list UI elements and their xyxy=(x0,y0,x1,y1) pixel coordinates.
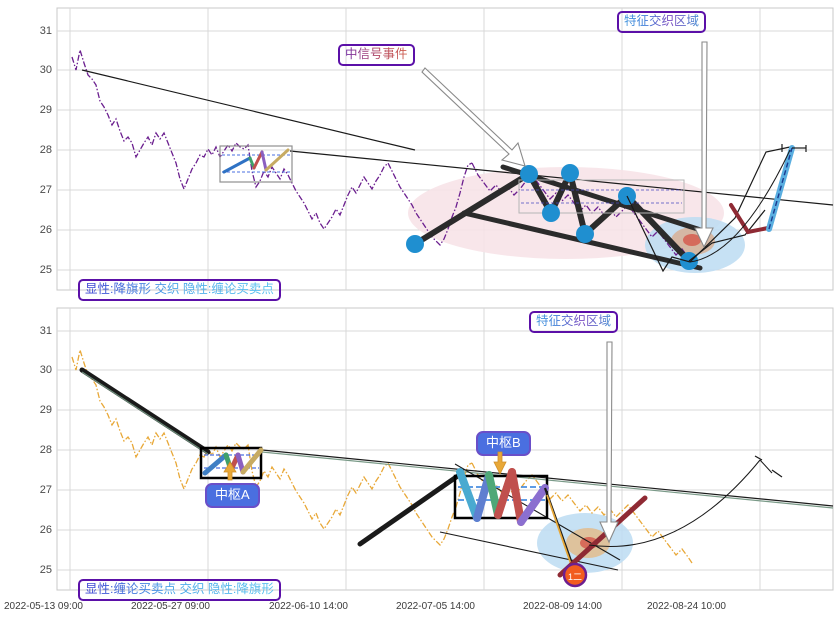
top-thin-zigzag-right-2 xyxy=(688,209,766,262)
top-ytick-29: 29 xyxy=(39,104,52,116)
pivot-a-tag: 中枢A xyxy=(205,483,260,508)
feature-zone-label-bottom: 特征交织区域 xyxy=(529,311,619,333)
top-ytick-31: 31 xyxy=(39,25,52,37)
top-end-ticks xyxy=(781,144,807,152)
top-summary-label: 显性:降旗形 交织 隐性:缠论买卖点 xyxy=(78,279,281,301)
xtick-0: 2022-05-13 09:00 xyxy=(4,601,83,612)
signal-event-arrow xyxy=(421,67,526,167)
pivot-b-zigzag xyxy=(456,468,549,526)
xtick-4: 2022-08-09 14:00 xyxy=(523,601,602,612)
top-red-v-shape xyxy=(729,203,770,235)
bottom-trendline-1 xyxy=(81,371,209,455)
bottom-feature-zone-arrow xyxy=(599,341,619,544)
bottom-thick-strokes xyxy=(79,367,465,547)
top-blue-upstroke-dash xyxy=(768,147,793,230)
top-chart-panel: 31 30 29 28 27 26 25 中信号事件 特征交织区域 显性:降旗形… xyxy=(0,0,839,301)
top-consolidation-box xyxy=(219,145,293,183)
top-box-zigzag xyxy=(222,148,290,174)
bottom-summary-label: 显性:缠论买卖点 交织 隐性:降旗形 xyxy=(78,579,281,601)
bottom-sell-leg-orange xyxy=(546,494,574,571)
bottom-chart-panel: 31 30 29 28 27 26 25 特征交织区域 中枢A 中枢B 显性:缠… xyxy=(0,300,839,617)
bottom-ytick-28: 28 xyxy=(39,444,52,456)
top-trendline-lower xyxy=(289,150,834,206)
bottom-plot-frame xyxy=(56,307,834,591)
bottom-ytick-31: 31 xyxy=(39,325,52,337)
signal-event-label: 中信号事件 xyxy=(338,44,415,66)
bottom-ytick-26: 26 xyxy=(39,524,52,536)
xtick-1: 2022-05-27 09:00 xyxy=(131,601,210,612)
bottom-grid-horizontal xyxy=(57,330,833,571)
top-inner-box xyxy=(518,179,685,214)
bottom-ytick-29: 29 xyxy=(39,404,52,416)
xtick-5: 2022-08-24 10:00 xyxy=(647,601,726,612)
top-price-line xyxy=(71,49,473,247)
xtick-2: 2022-06-10 14:00 xyxy=(269,601,348,612)
feature-zone-label-top: 特征交织区域 xyxy=(617,11,707,33)
top-ytick-25: 25 xyxy=(39,264,52,276)
bottom-red-stroke xyxy=(557,495,648,578)
top-ytick-28: 28 xyxy=(39,144,52,156)
bottom-end-ticks xyxy=(754,455,783,478)
bottom-arc-tail xyxy=(759,459,773,474)
interweave-center-dot xyxy=(683,234,701,246)
top-trendline-upper xyxy=(81,69,416,151)
bottom-ytick-27: 27 xyxy=(39,484,52,496)
top-chart-plot xyxy=(56,7,834,291)
feature-zone-arrow xyxy=(694,41,714,249)
top-ytick-26: 26 xyxy=(39,224,52,236)
sell-point-marker xyxy=(562,562,588,588)
top-ytick-30: 30 xyxy=(39,64,52,76)
xtick-3: 2022-07-05 14:00 xyxy=(396,601,475,612)
top-curve-arc xyxy=(689,149,791,263)
pivot-b-tag: 中枢B xyxy=(476,431,531,456)
bottom-ytick-30: 30 xyxy=(39,364,52,376)
top-ytick-27: 27 xyxy=(39,184,52,196)
bottom-price-line xyxy=(71,349,473,547)
bottom-chart-plot xyxy=(56,307,834,591)
bottom-ytick-25: 25 xyxy=(39,564,52,576)
bottom-channel-lower xyxy=(439,531,619,571)
bottom-curve-arc xyxy=(588,459,761,547)
